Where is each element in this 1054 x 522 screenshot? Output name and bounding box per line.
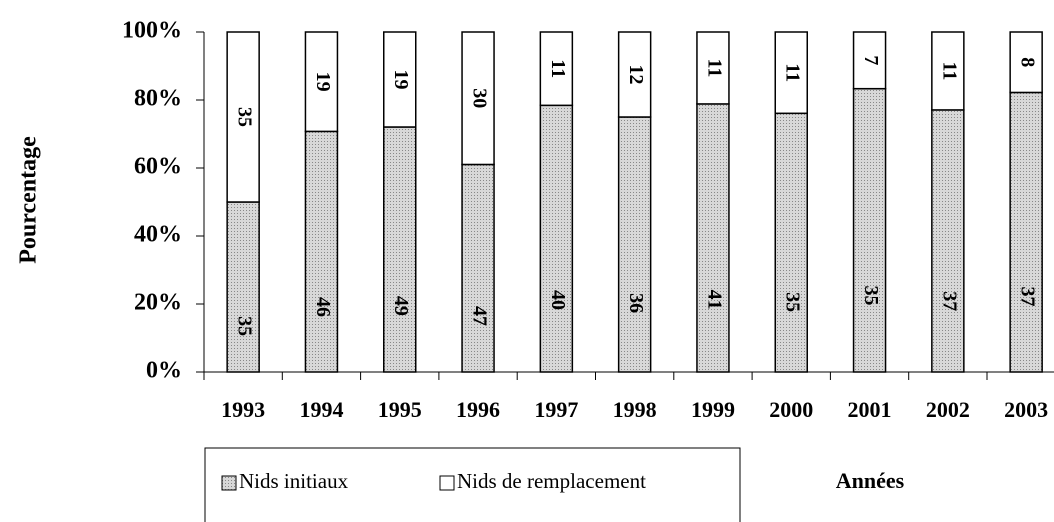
legend-swatch	[221, 475, 237, 491]
bar-segment	[931, 109, 965, 373]
bar-segment	[226, 31, 260, 203]
x-tick-label: 2002	[926, 397, 970, 422]
x-tick-label: 2000	[769, 397, 813, 422]
bar-segment	[539, 104, 574, 373]
bar-segment	[304, 130, 339, 373]
data-label: 36	[625, 293, 647, 313]
data-label: 46	[312, 297, 334, 317]
data-label: 11	[547, 59, 569, 78]
data-label: 35	[782, 292, 804, 312]
data-label: 41	[703, 290, 725, 310]
bar-segment	[696, 31, 730, 105]
bar-segment	[461, 31, 495, 166]
bar-segment	[852, 31, 887, 90]
bar-segment	[383, 126, 417, 373]
bar-segment	[774, 112, 808, 373]
x-tick-label: 1998	[613, 397, 657, 422]
bar-segment	[383, 31, 417, 128]
bar-segment	[617, 31, 652, 118]
data-label: 12	[625, 65, 647, 85]
data-label: 19	[390, 70, 412, 90]
data-label: 11	[938, 62, 960, 81]
data-label: 8	[1017, 57, 1039, 67]
legend-box	[204, 447, 741, 522]
bar-segment	[1009, 91, 1043, 373]
bar-segment	[852, 87, 887, 373]
x-tick-label: 1995	[378, 397, 422, 422]
bar-segment	[931, 31, 965, 111]
bar-segment	[304, 31, 339, 133]
legend-label: Nids initiaux	[239, 469, 349, 493]
legend-label: Nids de remplacement	[457, 469, 646, 493]
bar-segment	[226, 201, 260, 373]
bar-segment	[696, 103, 730, 373]
x-tick-label: 1994	[299, 397, 343, 422]
bar-segment	[461, 163, 495, 373]
data-label: 37	[1017, 287, 1039, 307]
y-tick-label: 40%	[134, 222, 182, 248]
bar-segment	[774, 31, 808, 115]
data-label: 40	[547, 290, 569, 310]
data-label: 47	[468, 306, 490, 326]
y-tick-label: 80%	[134, 86, 182, 112]
x-tick-label: 1999	[691, 397, 735, 422]
y-tick-label: 60%	[134, 154, 182, 180]
x-tick-label: 1997	[534, 397, 578, 422]
data-label: 35	[860, 286, 882, 306]
bar-segment	[539, 31, 574, 107]
y-tick-label: 20%	[134, 290, 182, 316]
bar-segment	[1009, 31, 1043, 94]
data-label: 7	[860, 55, 882, 65]
bar-segment	[617, 116, 652, 373]
x-tick-label: 2001	[848, 397, 892, 422]
data-label: 49	[390, 296, 412, 316]
legend-swatch	[439, 475, 455, 491]
y-tick-label: 0%	[146, 358, 182, 384]
data-label: 37	[938, 291, 960, 311]
data-label: 35	[234, 316, 256, 336]
y-tick-label: 100%	[122, 18, 182, 44]
data-label: 19	[312, 72, 334, 92]
x-tick-label: 2003	[1004, 397, 1048, 422]
data-label: 30	[468, 88, 490, 108]
y-axis-label: Pourcentage	[16, 136, 42, 264]
x-tick-label: 1993	[221, 397, 265, 422]
x-axis-label: Années	[836, 468, 905, 493]
x-tick-label: 1996	[456, 397, 500, 422]
data-label: 11	[703, 59, 725, 78]
data-label: 11	[782, 63, 804, 82]
data-label: 35	[234, 107, 256, 127]
